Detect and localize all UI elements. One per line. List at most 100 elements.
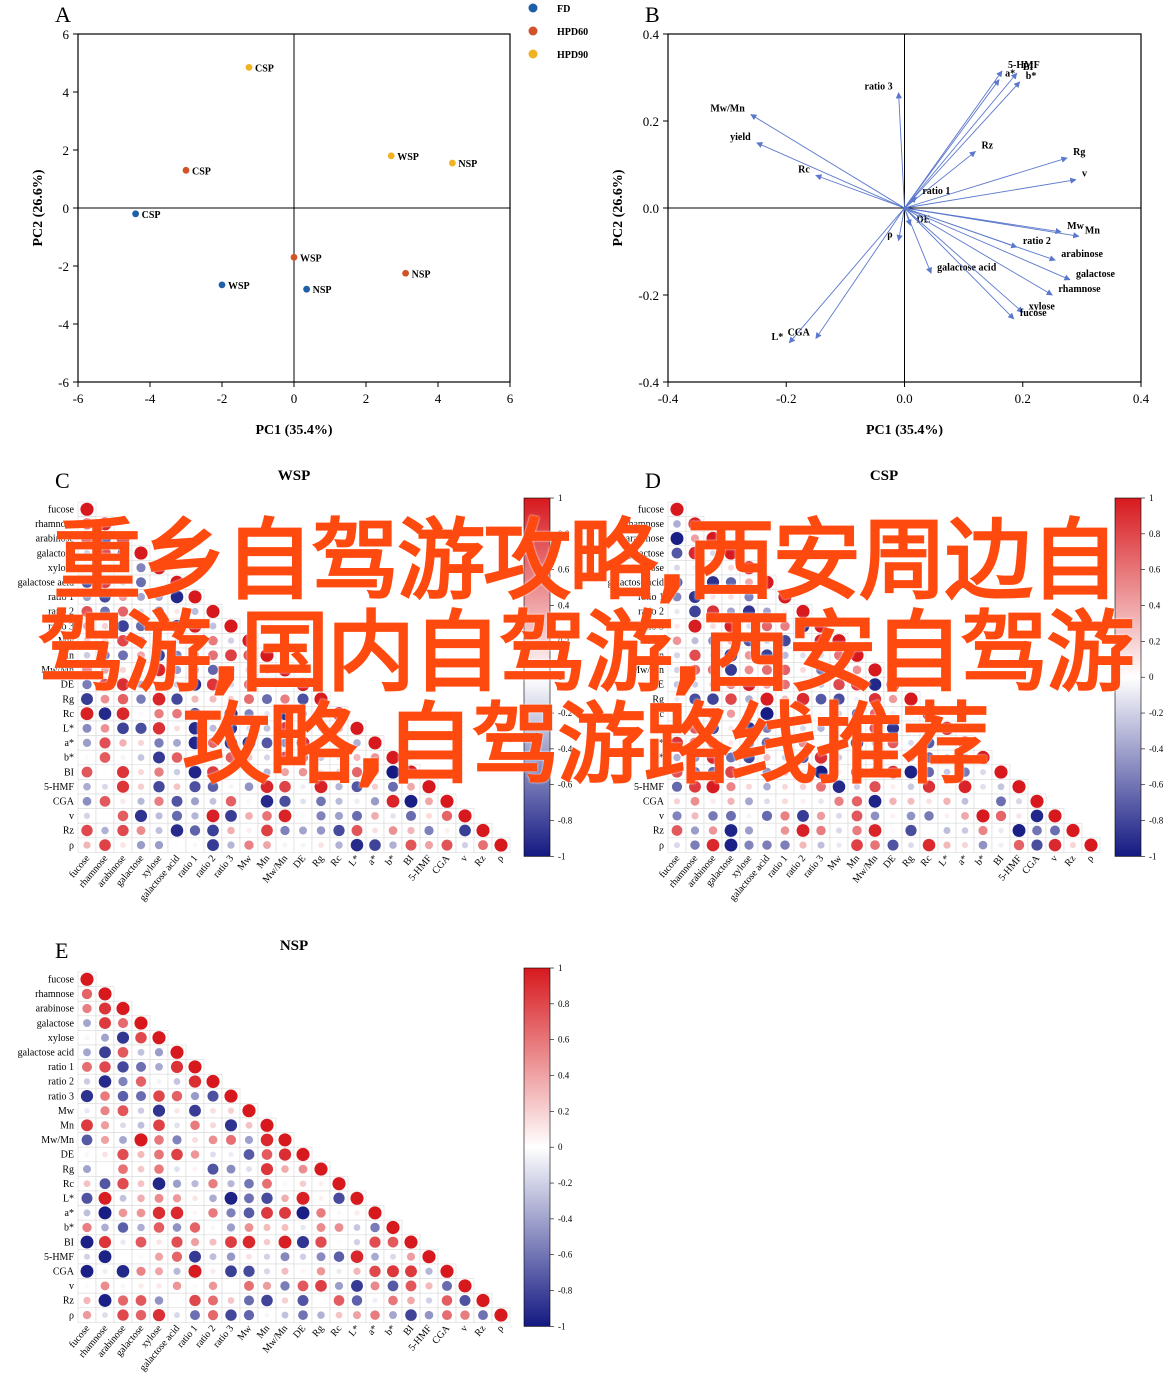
correlation-mark <box>192 842 198 848</box>
correlation-mark <box>152 1031 166 1045</box>
correlation-mark <box>335 783 343 791</box>
correlation-mark <box>137 1107 145 1114</box>
correlation-mark <box>191 1180 199 1188</box>
correlation-mark <box>296 677 310 692</box>
correlation-mark <box>263 1238 271 1246</box>
correlation-mark <box>800 798 806 804</box>
correlation-mark <box>689 722 701 734</box>
correlation-mark <box>82 664 92 675</box>
correlation-mark <box>102 769 108 775</box>
correlation-mark <box>780 723 790 733</box>
colorbar-tick-label: 0.6 <box>558 1035 570 1045</box>
correlation-mark <box>816 825 826 836</box>
correlation-mark <box>318 842 324 848</box>
correlation-mark <box>834 650 844 661</box>
y-axis-label-b: PC2 (26.6%) <box>611 169 626 246</box>
correlation-mark <box>336 754 342 761</box>
correlation-mark <box>171 810 183 821</box>
correlation-mark <box>744 826 754 835</box>
column-label: ρ <box>495 853 507 864</box>
correlation-mark <box>170 1045 184 1059</box>
correlation-mark <box>100 606 110 617</box>
correlation-mark <box>924 723 934 733</box>
correlation-mark <box>851 810 863 822</box>
loading-vector <box>750 114 905 209</box>
correlation-mark <box>280 738 290 748</box>
correlation-mark <box>871 753 879 762</box>
correlation-mark <box>706 605 720 618</box>
correlation-mark <box>244 782 254 792</box>
correlation-mark <box>282 842 288 848</box>
correlation-mark <box>688 517 702 531</box>
correlation-mark <box>905 824 917 837</box>
vector-label: ratio 2 <box>1023 236 1051 247</box>
correlation-mark <box>318 740 324 746</box>
correlation-mark <box>137 1223 145 1232</box>
correlation-mark <box>300 784 306 790</box>
correlation-mark <box>333 1251 345 1262</box>
correlation-mark <box>300 842 306 848</box>
correlation-mark <box>407 1296 415 1305</box>
correlation-mark <box>372 1297 378 1304</box>
row-label: v <box>69 1281 74 1292</box>
x-tick-label-a: 0 <box>291 391 298 406</box>
correlation-mark <box>190 1091 200 1101</box>
correlation-mark <box>116 1264 130 1278</box>
correlation-mark <box>316 811 326 821</box>
correlation-mark <box>763 753 771 762</box>
correlation-mark <box>173 1078 181 1085</box>
correlation-mark <box>835 754 843 761</box>
correlation-mark <box>208 1208 218 1218</box>
correlation-mark <box>81 766 93 778</box>
correlation-mark <box>818 798 824 805</box>
correlation-mark <box>137 1150 145 1159</box>
correlation-mark <box>172 1194 182 1203</box>
correlation-mark <box>762 840 772 850</box>
correlation-mark <box>317 754 325 761</box>
correlation-mark <box>850 736 864 750</box>
correlation-mark <box>835 739 843 746</box>
correlation-mark <box>440 1264 454 1278</box>
row-label: BI <box>64 1237 74 1248</box>
correlation-mark <box>744 840 754 850</box>
correlation-mark <box>82 1222 92 1233</box>
correlation-mark <box>318 769 324 775</box>
column-label: a* <box>366 1323 381 1337</box>
correlation-mark <box>370 1310 380 1320</box>
colorbar-tick-label: 0.2 <box>558 1106 569 1116</box>
row-label: BI <box>64 767 74 778</box>
correlation-mark <box>137 754 145 761</box>
column-label: Mw <box>826 853 845 873</box>
correlation-mark <box>138 1283 144 1289</box>
correlation-mark <box>83 564 91 572</box>
row-label: arabinose <box>626 534 665 545</box>
colorbar-tick-label: 0.8 <box>558 999 570 1009</box>
correlation-mark <box>209 1122 217 1129</box>
data-point <box>218 281 226 289</box>
correlation-mark <box>152 722 166 735</box>
correlation-mark <box>961 827 969 834</box>
correlation-mark <box>189 707 201 720</box>
correlation-mark <box>260 780 274 794</box>
correlation-mark <box>424 1310 434 1320</box>
correlation-mark <box>314 1162 328 1176</box>
correlation-mark <box>673 798 681 805</box>
correlation-mark <box>782 608 788 615</box>
correlation-mark <box>261 824 273 837</box>
correlation-mark <box>81 576 93 588</box>
correlation-mark <box>152 1177 166 1191</box>
point-label: CSP <box>255 63 274 74</box>
correlation-mark <box>224 707 238 721</box>
correlation-mark <box>706 531 720 546</box>
correlation-mark <box>727 636 735 645</box>
colorbar-tick-label: 0.2 <box>558 636 569 646</box>
correlation-mark <box>80 972 94 986</box>
correlation-mark <box>781 768 789 776</box>
correlation-mark <box>171 1090 183 1102</box>
correlation-mark <box>422 780 436 794</box>
correlation-mark <box>99 1046 111 1059</box>
correlation-mark <box>98 1206 112 1220</box>
correlation-mark <box>174 1298 180 1303</box>
correlation-mark <box>152 663 166 677</box>
correlation-mark <box>226 1208 236 1218</box>
